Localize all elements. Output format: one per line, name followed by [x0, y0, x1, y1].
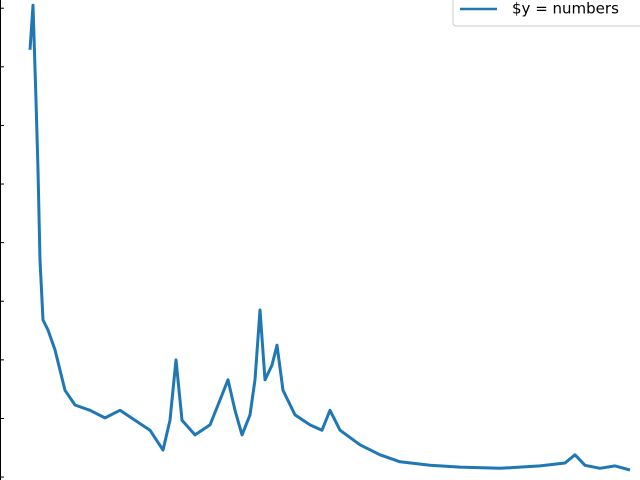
legend-label: $y = numbers	[512, 0, 619, 18]
data-line	[28, 3, 631, 472]
legend-box	[452, 0, 640, 27]
